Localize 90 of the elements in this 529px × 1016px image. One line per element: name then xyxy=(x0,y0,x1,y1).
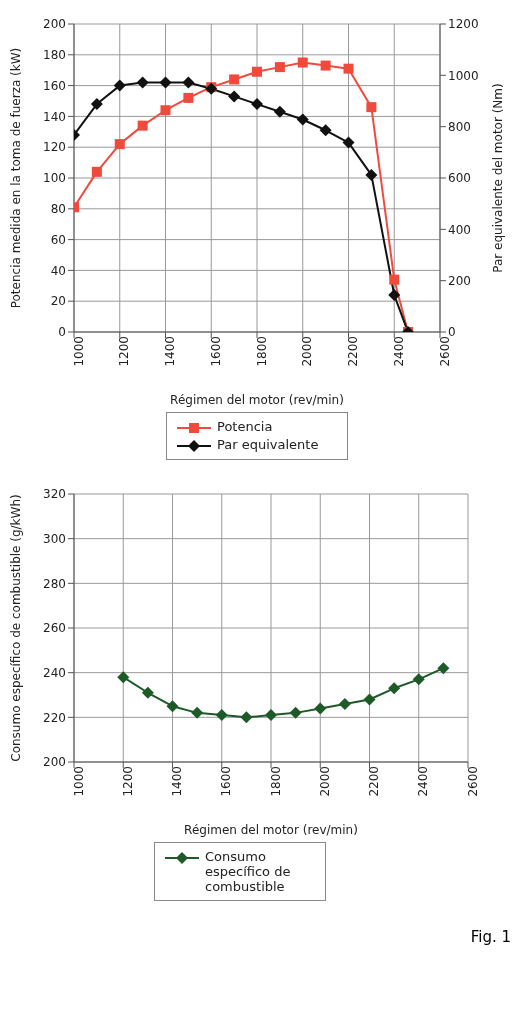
x-tick-label: 1200 xyxy=(120,766,135,797)
y-tick-label: 200 xyxy=(43,755,66,770)
point xyxy=(160,105,171,116)
point xyxy=(437,662,450,675)
x-tick-label: 2400 xyxy=(416,766,431,797)
point xyxy=(117,671,130,684)
point xyxy=(136,76,149,89)
point xyxy=(388,682,401,695)
point xyxy=(343,63,354,74)
y-tick-label: 180 xyxy=(43,48,66,63)
point xyxy=(363,693,376,706)
point xyxy=(314,702,327,715)
y-tick-label: 0 xyxy=(58,325,66,340)
point xyxy=(182,76,195,89)
legend-label: Consumo específico de combustible xyxy=(205,849,292,894)
x-tick-label: 1600 xyxy=(219,766,234,797)
point xyxy=(320,60,331,71)
x-tick-label: 2000 xyxy=(317,766,332,797)
point xyxy=(90,98,103,111)
x-tick-label: 2200 xyxy=(346,336,361,367)
y-tick-label: 240 xyxy=(43,665,66,680)
point xyxy=(273,105,286,118)
point xyxy=(297,57,308,68)
y-tick-label: 80 xyxy=(50,202,66,217)
y-tick-label: 40 xyxy=(50,263,66,278)
y-tick-label: 260 xyxy=(43,621,66,636)
x-tick-label: 1400 xyxy=(170,766,185,797)
point xyxy=(319,124,332,137)
y-axis-title: Potencia medida en la toma de fuerza (kW) xyxy=(9,47,24,309)
y-tick-label: 60 xyxy=(50,232,66,247)
y-tick-label: 200 xyxy=(43,17,66,32)
y-tick-label: 220 xyxy=(43,710,66,725)
point xyxy=(342,136,355,149)
point xyxy=(365,168,378,181)
point xyxy=(191,706,204,719)
y2-tick-label: 1200 xyxy=(448,17,479,32)
point xyxy=(265,709,277,722)
y2-tick-label: 800 xyxy=(448,119,471,134)
y-axis-title: Consumo específico de combustible (g/kWh) xyxy=(9,494,24,762)
x-axis-title: Régimen del motor (rev/min) xyxy=(170,393,344,407)
y2-tick-label: 200 xyxy=(448,273,471,288)
x-tick-label: 1800 xyxy=(254,336,269,367)
caption: Fig. 1 xyxy=(469,928,512,946)
y-tick-label: 120 xyxy=(43,140,66,155)
y-tick-label: 140 xyxy=(43,109,66,124)
y2-tick-label: 600 xyxy=(448,171,471,186)
y-tick-label: 160 xyxy=(43,78,66,93)
point xyxy=(366,102,377,113)
x-tick-label: 1600 xyxy=(208,336,223,367)
point xyxy=(183,92,194,103)
point xyxy=(388,289,401,302)
point xyxy=(113,79,126,92)
x-tick-label: 2600 xyxy=(465,766,480,797)
x-tick-label: 2000 xyxy=(300,336,315,367)
point xyxy=(338,697,351,710)
point xyxy=(412,673,425,686)
point xyxy=(215,709,228,722)
point xyxy=(389,274,400,285)
y2-axis-title: Par equivalente del motor (Nm) xyxy=(491,83,506,273)
point xyxy=(159,76,172,89)
legend-label: Potencia xyxy=(217,419,273,434)
point xyxy=(296,113,309,126)
point xyxy=(137,120,148,131)
y2-tick-label: 400 xyxy=(448,222,471,237)
point xyxy=(228,90,241,103)
point xyxy=(240,711,253,724)
point xyxy=(166,700,179,713)
y2-tick-label: 1000 xyxy=(448,68,479,83)
x-tick-label: 1800 xyxy=(268,766,283,797)
y-tick-label: 300 xyxy=(43,531,66,546)
point xyxy=(114,139,125,150)
x-tick-label: 1000 xyxy=(71,766,86,797)
x-tick-label: 2200 xyxy=(367,766,382,797)
point xyxy=(252,66,262,77)
point xyxy=(91,166,102,177)
y-tick-label: 280 xyxy=(43,576,66,591)
x-tick-label: 1200 xyxy=(117,336,132,367)
y-tick-label: 20 xyxy=(50,294,66,309)
x-tick-label: 2400 xyxy=(391,336,406,367)
legend-label: Par equivalente xyxy=(217,437,319,452)
y-tick-label: 100 xyxy=(43,171,66,186)
y-tick-label: 320 xyxy=(43,487,66,502)
point xyxy=(274,62,285,73)
x-tick-label: 1000 xyxy=(71,336,86,367)
point xyxy=(141,686,154,699)
point xyxy=(251,98,263,111)
x-tick-label: 1400 xyxy=(163,336,178,367)
x-axis-title: Régimen del motor (rev/min) xyxy=(184,823,358,837)
point xyxy=(289,706,302,719)
point xyxy=(229,74,240,85)
